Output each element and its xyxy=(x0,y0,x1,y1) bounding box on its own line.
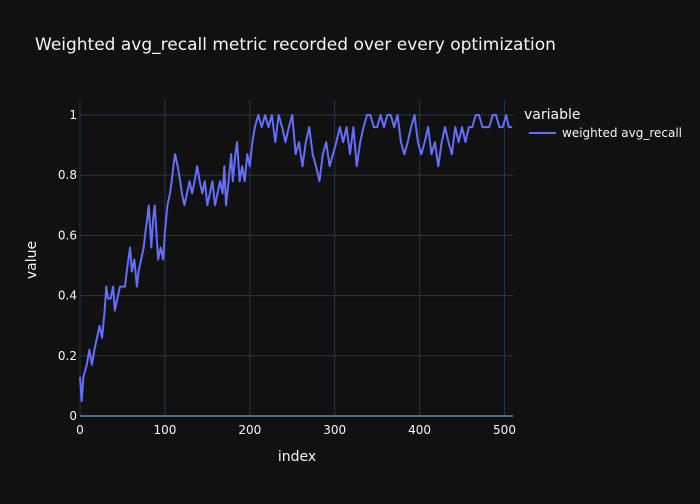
x-tick-label: 300 xyxy=(323,423,346,437)
x-tick-label: 100 xyxy=(153,423,176,437)
x-tick-label: 500 xyxy=(493,423,516,437)
series-line-0[interactable] xyxy=(79,114,513,402)
axis-layer: 0 100 200 300 400 500 0 0.2 0.4 0.6 0.8 1 xyxy=(58,108,516,437)
y-tick-label: 0.4 xyxy=(58,289,77,303)
y-tick-label: 0.2 xyxy=(58,349,77,363)
y-tick-label: 0.8 xyxy=(58,168,77,182)
y-tick-label: 0 xyxy=(69,409,77,423)
chart-title: Weighted avg_recall metric recorded over… xyxy=(35,35,556,55)
x-axis-label: index xyxy=(278,449,316,465)
grid-layer xyxy=(79,100,513,417)
legend-entry-label: weighted avg_recall xyxy=(562,126,682,140)
y-tick-label: 1 xyxy=(69,108,77,122)
legend[interactable]: variable weighted avg_recall xyxy=(524,107,682,140)
y-tick-label: 0.6 xyxy=(58,228,77,242)
series-layer xyxy=(79,114,513,402)
y-axis-label: value xyxy=(24,241,40,279)
x-tick-label: 400 xyxy=(408,423,431,437)
x-tick-label: 200 xyxy=(238,423,261,437)
legend-title: variable xyxy=(524,107,580,123)
x-tick-label: 0 xyxy=(76,423,84,437)
